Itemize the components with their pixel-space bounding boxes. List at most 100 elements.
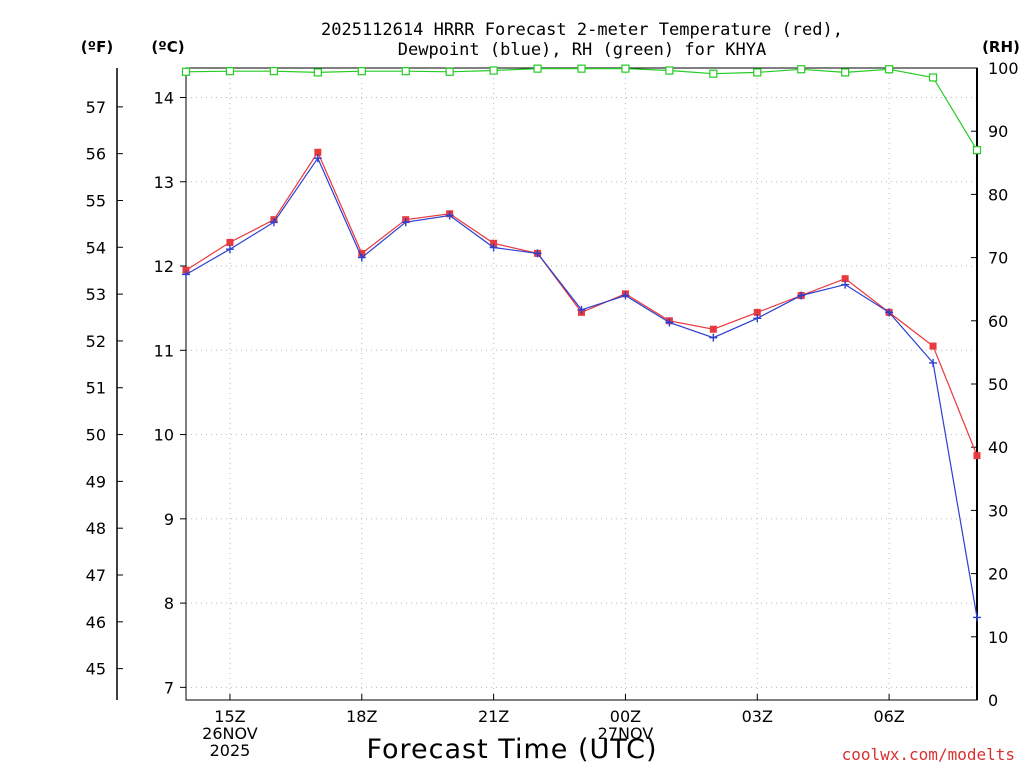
time-tick-label: 15Z	[214, 707, 245, 726]
rh-point	[621, 64, 630, 73]
fahrenheit-tick-label: 45	[86, 660, 106, 679]
rh-point	[928, 73, 938, 82]
fahrenheit-tick-label: 47	[86, 566, 106, 585]
time-tick-label: 18Z	[346, 707, 377, 726]
celsius-unit-label: (ºC)	[151, 38, 184, 56]
fahrenheit-tick-label: 53	[86, 285, 106, 304]
rh-line	[185, 67, 978, 151]
dewpoint-line	[185, 156, 978, 618]
rh-point	[753, 68, 762, 77]
fahrenheit-tick-label: 52	[86, 332, 106, 351]
temperature-point	[226, 238, 234, 246]
time-tick-label: 00Z	[610, 707, 641, 726]
dewpoint-point	[665, 318, 674, 327]
time-tick-label: 2025	[210, 741, 251, 760]
fahrenheit-tick-label: 48	[86, 519, 106, 538]
fahrenheit-tick-label: 46	[86, 613, 106, 632]
rh-point	[841, 68, 850, 77]
credit-text: coolwx.com/modelts	[842, 745, 1015, 764]
rh-point	[269, 67, 278, 76]
dewpoint-point	[357, 253, 366, 262]
temperature-point	[358, 249, 366, 257]
rh-tick-label: 20	[988, 565, 1008, 584]
dewpoint-point	[269, 218, 278, 227]
rh-tick-label: 30	[988, 501, 1008, 520]
rh-tick-label: 70	[988, 249, 1008, 268]
fahrenheit-unit-label: (ºF)	[81, 38, 113, 56]
fahrenheit-tick-label: 55	[86, 191, 106, 210]
fahrenheit-tick-label: 49	[86, 472, 106, 491]
rh-tick-label: 60	[988, 312, 1008, 331]
rh-point	[313, 68, 322, 77]
temperature-point	[490, 239, 498, 247]
rh-tick-label: 100	[988, 59, 1019, 78]
temperature-point	[929, 342, 937, 350]
fahrenheit-tick-label: 50	[86, 426, 106, 445]
rh-point	[225, 67, 235, 76]
celsius-tick-label: 14	[154, 88, 174, 107]
rh-point	[665, 66, 674, 75]
time-tick-label: 21Z	[478, 707, 509, 726]
celsius-tick-label: 7	[164, 678, 174, 697]
dewpoint-point	[797, 291, 806, 300]
rh-point	[885, 65, 894, 74]
rh-point	[709, 69, 718, 78]
celsius-tick-label: 11	[154, 341, 174, 360]
dewpoint-point	[885, 308, 894, 317]
dewpoint-point	[533, 249, 542, 258]
rh-point	[357, 67, 366, 76]
rh-tick-label: 50	[988, 375, 1008, 394]
dewpoint-point	[841, 280, 850, 289]
dewpoint-point	[313, 154, 322, 163]
dewpoint-point	[621, 291, 630, 300]
rh-point	[401, 67, 410, 76]
dewpoint-point	[929, 358, 938, 367]
temperature-point	[753, 308, 761, 316]
dewpoint-point	[577, 305, 586, 314]
time-tick-label: 26NOV	[202, 724, 258, 743]
time-tick-label: 03Z	[742, 707, 773, 726]
temperature-point	[709, 325, 717, 333]
dewpoint-point	[753, 314, 762, 323]
celsius-tick-label: 8	[164, 594, 174, 613]
x-axis-label: Forecast Time (UTC)	[366, 734, 657, 765]
rh-tick-label: 10	[988, 628, 1008, 647]
rh-tick-label: 80	[988, 185, 1008, 204]
dewpoint-point	[709, 333, 718, 342]
fahrenheit-tick-label: 51	[86, 379, 106, 398]
rh-point	[577, 64, 586, 73]
series-layer	[181, 64, 982, 622]
temperature-point	[841, 275, 849, 283]
fahrenheit-tick-label: 54	[86, 238, 106, 257]
celsius-tick-label: 9	[164, 510, 174, 529]
rh-point	[797, 65, 806, 74]
dewpoint-point	[225, 245, 234, 254]
axis-ticks: 7 8 9 10 11 12 13 14 45 46 47 48 49 50 51 52 53 54 55 56 57 0…	[86, 59, 1019, 760]
dewpoint-point	[489, 243, 498, 252]
rh-point	[533, 64, 542, 73]
rh-tick-label: 90	[988, 122, 1008, 141]
time-tick-label: 06Z	[873, 707, 904, 726]
dewpoint-point	[182, 270, 190, 279]
rh-point	[489, 66, 498, 75]
rh-unit-label: (RH)	[982, 38, 1020, 56]
chart-title-line-1: 2025112614 HRRR Forecast 2-meter Tempera…	[321, 20, 843, 40]
celsius-tick-label: 10	[154, 426, 174, 445]
celsius-tick-label: 13	[154, 173, 174, 192]
gridlines	[186, 68, 977, 700]
chart-title-line-2: Dewpoint (blue), RH (green) for KHYA	[398, 40, 766, 60]
rh-tick-label: 0	[988, 691, 998, 710]
rh-point	[445, 67, 454, 76]
temperature-point	[314, 148, 322, 156]
temperature-point	[182, 266, 190, 274]
celsius-tick-label: 12	[154, 257, 174, 276]
temperature-line	[185, 151, 978, 456]
plot-frame	[185, 67, 978, 701]
time-tick-label: 27NOV	[598, 724, 654, 743]
dewpoint-point	[973, 613, 981, 622]
dewpoint-point	[445, 211, 454, 220]
fahrenheit-tick-label: 56	[86, 145, 106, 164]
rh-tick-label: 40	[988, 438, 1008, 457]
dewpoint-point	[401, 218, 410, 227]
